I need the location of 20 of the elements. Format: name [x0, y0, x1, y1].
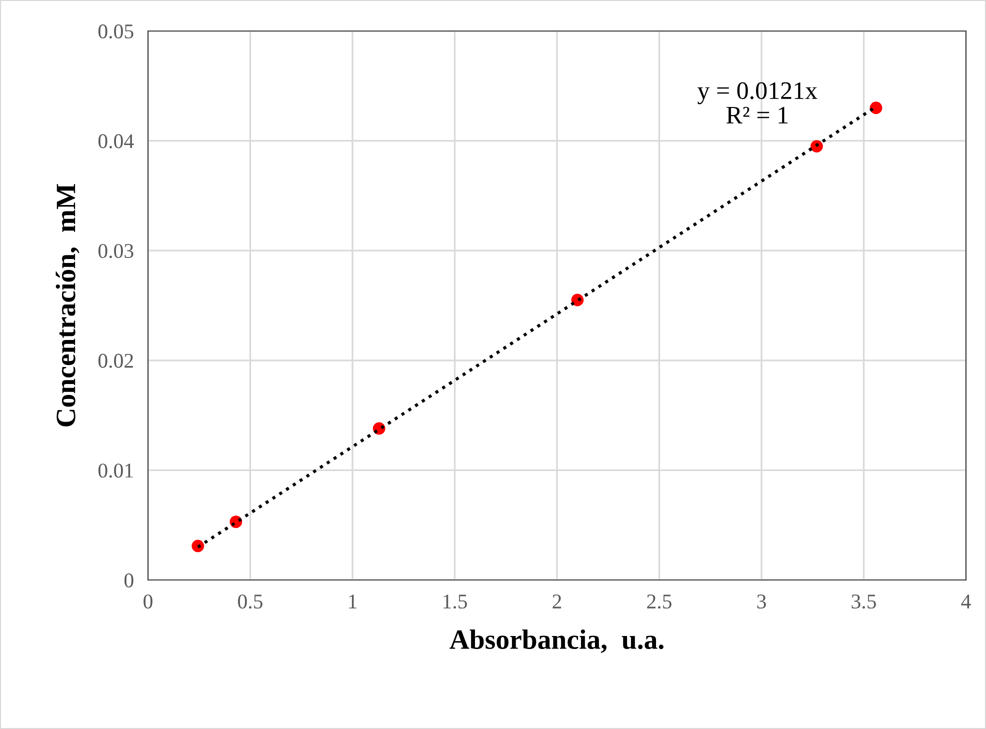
y-tick-label: 0.03 — [98, 244, 134, 258]
x-tick-label: 2 — [552, 594, 562, 608]
point — [870, 102, 882, 114]
point — [192, 540, 204, 552]
x-tick-label: 3.5 — [852, 594, 876, 609]
x-axis-title: Absorbancia, u.a. — [450, 629, 664, 654]
y-tick-label: 0.05 — [98, 24, 134, 39]
x-tick-label: 1 — [349, 594, 356, 608]
y-tick-label: 0.04 — [98, 134, 134, 148]
x-tick-label: 2.5 — [647, 594, 672, 609]
y-tick-label: 0 — [124, 573, 134, 588]
annotation: y = 0.0121x R² = 1 — [698, 82, 818, 124]
x-tick-label: 3 — [757, 594, 766, 609]
x-tick-label: 1.5 — [444, 594, 467, 609]
x-tick-label: 0.5 — [238, 594, 262, 609]
y-axis-title: Concentración, mM — [56, 184, 80, 426]
x-tick-label: 4 — [961, 594, 971, 608]
y-tick-label: 0.02 — [98, 354, 133, 368]
x-tick-label: 0 — [144, 594, 152, 609]
y-tick-label: 0.01 — [98, 464, 133, 478]
